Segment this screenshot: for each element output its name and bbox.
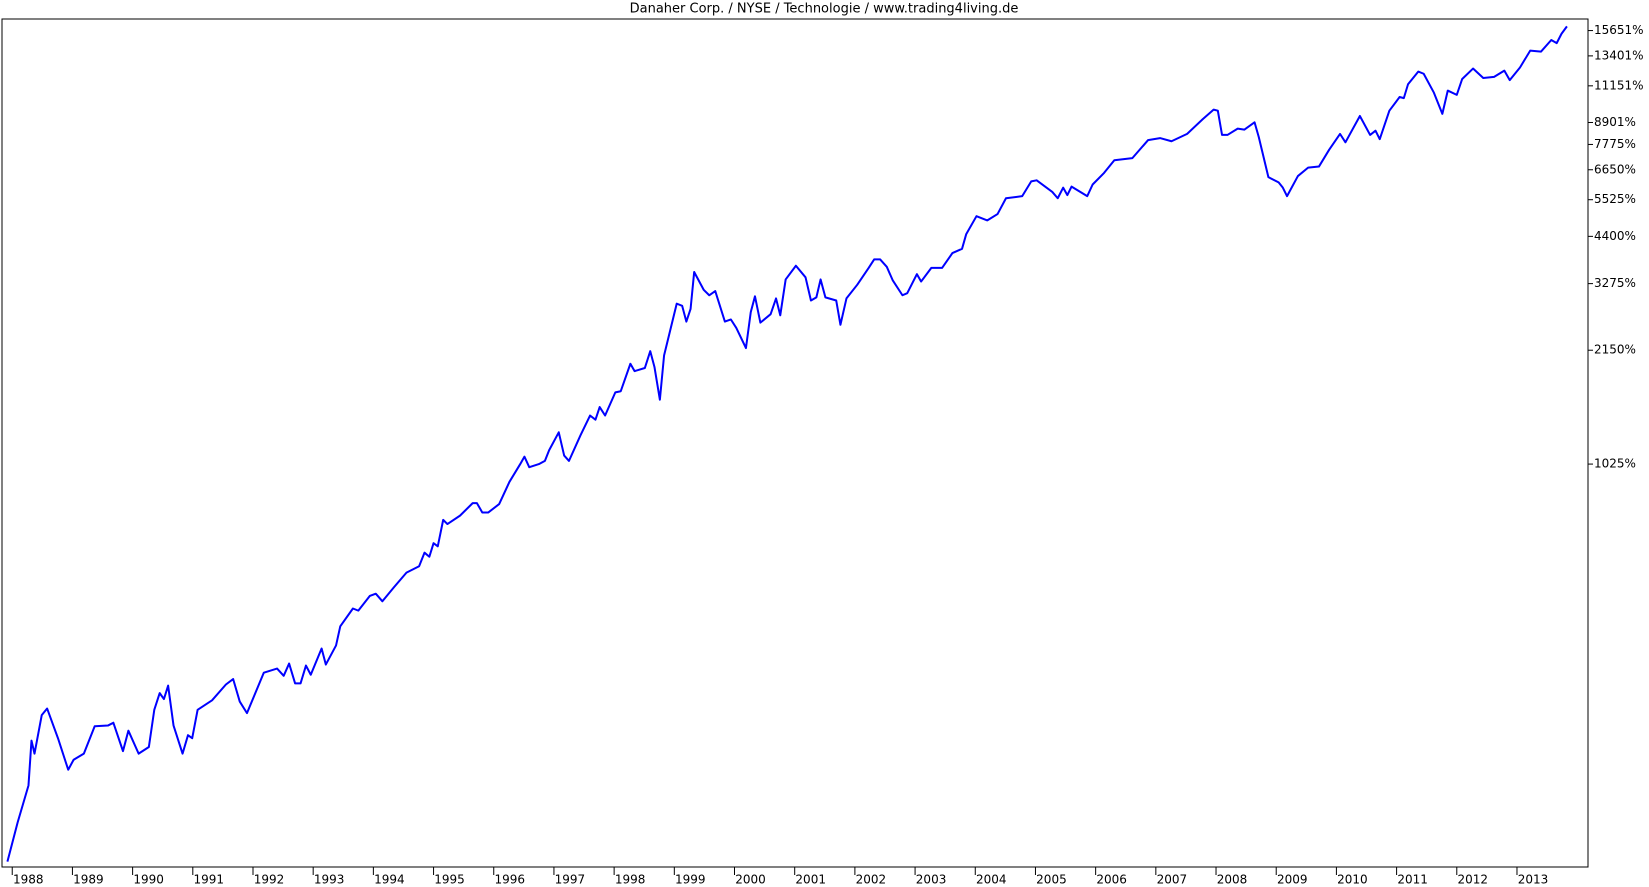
y-tick-label: 5525%: [1594, 192, 1636, 206]
x-tick-label: 2000: [735, 873, 766, 887]
x-tick-label: 1992: [254, 873, 285, 887]
x-tick-label: 2006: [1096, 873, 1127, 887]
y-tick-label: 15651%: [1594, 23, 1644, 37]
x-tick-label: 2009: [1277, 873, 1308, 887]
plot-frame: [1, 18, 1589, 868]
x-tick-label: 1988: [13, 873, 44, 887]
x-tick-label: 2008: [1217, 873, 1248, 887]
x-tick-label: 2002: [856, 873, 887, 887]
y-tick-label: 8901%: [1594, 115, 1636, 129]
x-tick-label: 2003: [916, 873, 947, 887]
x-tick-label: 2011: [1397, 873, 1428, 887]
x-tick-label: 1994: [374, 873, 405, 887]
x-tick-label: 2013: [1518, 873, 1549, 887]
y-tick-label: 1025%: [1594, 457, 1636, 471]
x-tick-label: 1995: [434, 873, 465, 887]
x-tick-label: 1996: [494, 873, 525, 887]
y-tick-label: 11151%: [1594, 78, 1644, 92]
chart-title: Danaher Corp. / NYSE / Technologie / www…: [630, 2, 1019, 17]
x-tick-label: 2007: [1157, 873, 1188, 887]
x-tick-label: 2001: [795, 873, 826, 887]
x-tick-label: 1989: [73, 873, 104, 887]
y-tick-label: 4400%: [1594, 229, 1636, 243]
y-tick-label: 3275%: [1594, 276, 1636, 290]
x-tick-label: 2012: [1458, 873, 1489, 887]
x-tick-label: 1990: [133, 873, 164, 887]
x-tick-label: 1991: [194, 873, 225, 887]
x-tick-label: 1993: [314, 873, 345, 887]
price-line: [6, 25, 1568, 862]
x-tick-label: 2005: [1036, 873, 1067, 887]
x-tick-label: 2004: [976, 873, 1007, 887]
x-tick-label: 2010: [1337, 873, 1368, 887]
x-tick-label: 1999: [675, 873, 706, 887]
y-tick-label: 13401%: [1594, 48, 1644, 62]
y-tick-label: 7775%: [1594, 137, 1636, 151]
x-tick-label: 1998: [615, 873, 646, 887]
y-tick-label: 6650%: [1594, 162, 1636, 176]
x-tick-label: 1997: [555, 873, 586, 887]
y-tick-label: 2150%: [1594, 343, 1636, 357]
